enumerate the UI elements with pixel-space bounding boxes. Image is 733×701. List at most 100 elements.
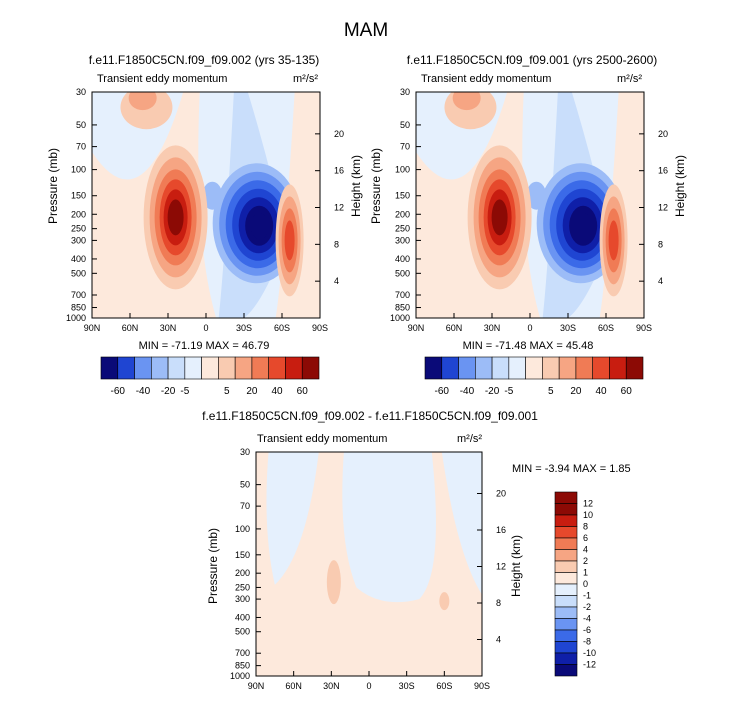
y-tick-label: 400 bbox=[235, 612, 250, 622]
colorbar-box bbox=[554, 491, 578, 504]
colorbar-box bbox=[625, 356, 644, 380]
x-tick-label: 90S bbox=[474, 681, 490, 691]
x-tick-label: 90S bbox=[636, 323, 652, 333]
x-tick-label: 0 bbox=[203, 323, 208, 333]
colorbar-box bbox=[554, 503, 578, 516]
colorbar-box bbox=[424, 356, 443, 380]
height-tick-label: 4 bbox=[496, 634, 501, 644]
colorbar-box bbox=[554, 526, 578, 539]
colorbar-label: 60 bbox=[297, 386, 309, 397]
colorbar-label: -60 bbox=[435, 386, 450, 397]
y-tick-label: 200 bbox=[235, 568, 250, 578]
panel-3-field-label: Transient eddy momentum bbox=[257, 433, 387, 445]
y-tick-label: 70 bbox=[76, 142, 86, 152]
colorbar-label: 2 bbox=[583, 556, 588, 566]
panel-3-min-max: MIN = -3.94 MAX = 1.85 bbox=[512, 463, 631, 475]
colorbar-label: -10 bbox=[583, 648, 596, 658]
y-tick-label: 300 bbox=[395, 235, 410, 245]
y-tick-label: 150 bbox=[71, 191, 86, 201]
colorbar-box bbox=[554, 572, 578, 585]
colorbar-label: -20 bbox=[161, 386, 176, 397]
panel-1-height-axis-label: Height (km) bbox=[349, 155, 363, 217]
x-tick-label: 30N bbox=[484, 323, 501, 333]
colorbar-box bbox=[558, 356, 577, 380]
x-tick-label: 90S bbox=[312, 323, 328, 333]
height-tick-label: 12 bbox=[334, 203, 344, 213]
panel-2-units: m²/s² bbox=[617, 73, 642, 85]
panel-2: f.e11.F1850C5CN.f09_f09.001 (yrs 2500-26… bbox=[369, 53, 687, 397]
y-tick-label: 300 bbox=[235, 594, 250, 604]
y-tick-label: 850 bbox=[71, 303, 86, 313]
x-tick-label: 90N bbox=[248, 681, 265, 691]
panel-1-field-label: Transient eddy momentum bbox=[97, 73, 227, 85]
colorbar-label: 40 bbox=[272, 386, 284, 397]
field-negative-core-level bbox=[250, 213, 269, 240]
panel-2-min-max: MIN = -71.48 MAX = 45.48 bbox=[463, 340, 594, 352]
colorbar-box bbox=[134, 356, 152, 380]
y-tick-label: 50 bbox=[76, 120, 86, 130]
panel-3-height-axis-label: Height (km) bbox=[509, 535, 523, 597]
y-tick-label: 200 bbox=[395, 209, 410, 219]
y-tick-label: 200 bbox=[71, 209, 86, 219]
height-tick-label: 16 bbox=[658, 166, 668, 176]
colorbar-box bbox=[554, 652, 578, 665]
colorbar-label: 5 bbox=[548, 386, 554, 397]
panel-1-title: f.e11.F1850C5CN.f09_f09.002 (yrs 35-135) bbox=[89, 53, 320, 67]
panel-2-height-axis-label: Height (km) bbox=[673, 155, 687, 217]
panel-1-y-axis-label: Pressure (mb) bbox=[46, 148, 60, 224]
y-tick-label: 250 bbox=[235, 582, 250, 592]
colorbar-box bbox=[554, 514, 578, 527]
panel-3-y-axis-label: Pressure (mb) bbox=[206, 528, 220, 604]
colorbar-box bbox=[268, 356, 286, 380]
height-tick-label: 8 bbox=[496, 598, 501, 608]
colorbar-box bbox=[525, 356, 543, 380]
y-tick-label: 100 bbox=[235, 524, 250, 534]
field-negative-tongue bbox=[202, 181, 223, 210]
field-negative-tongue bbox=[526, 181, 547, 210]
x-tick-label: 30S bbox=[399, 681, 415, 691]
x-tick-label: 30N bbox=[160, 323, 177, 333]
colorbar-box bbox=[554, 560, 578, 573]
colorbar-box bbox=[475, 356, 493, 380]
panel-1: f.e11.F1850C5CN.f09_f09.002 (yrs 35-135)… bbox=[46, 53, 363, 397]
y-tick-label: 400 bbox=[395, 254, 410, 264]
colorbar-label: 5 bbox=[224, 386, 230, 397]
x-tick-label: 0 bbox=[366, 681, 371, 691]
height-tick-label: 20 bbox=[658, 129, 668, 139]
y-tick-label: 700 bbox=[235, 648, 250, 658]
height-tick-label: 4 bbox=[334, 276, 339, 286]
height-tick-label: 16 bbox=[496, 525, 506, 535]
height-tick-label: 20 bbox=[334, 129, 344, 139]
panel-2-field-label: Transient eddy momentum bbox=[421, 73, 551, 85]
height-tick-label: 20 bbox=[496, 488, 506, 498]
field-south-core-level bbox=[608, 220, 619, 261]
colorbar-box bbox=[575, 356, 593, 380]
y-tick-label: 700 bbox=[71, 290, 86, 300]
panel-3-units: m²/s² bbox=[457, 433, 482, 445]
colorbar-label: -5 bbox=[180, 386, 189, 397]
colorbar-box bbox=[234, 356, 253, 380]
colorbar-label: 6 bbox=[583, 533, 588, 543]
height-tick-label: 16 bbox=[334, 166, 344, 176]
colorbar-label: 20 bbox=[570, 386, 582, 397]
field-negative-patch-center bbox=[342, 452, 436, 603]
colorbar-box bbox=[592, 356, 610, 380]
colorbar-box bbox=[458, 356, 476, 380]
x-tick-label: 30S bbox=[236, 323, 252, 333]
height-tick-label: 12 bbox=[496, 561, 506, 571]
colorbar-box bbox=[100, 356, 119, 380]
colorbar-label: 4 bbox=[583, 545, 588, 555]
y-tick-label: 50 bbox=[400, 120, 410, 130]
field-south-core-level bbox=[284, 220, 295, 261]
colorbar-box bbox=[167, 356, 186, 380]
colorbar-label: 60 bbox=[621, 386, 633, 397]
y-tick-label: 30 bbox=[400, 87, 410, 97]
x-tick-label: 90N bbox=[408, 323, 425, 333]
y-tick-label: 850 bbox=[235, 661, 250, 671]
y-tick-label: 1000 bbox=[230, 671, 250, 681]
x-tick-label: 0 bbox=[527, 323, 532, 333]
x-tick-label: 60S bbox=[598, 323, 614, 333]
panel-1-contour-plot: 305070100150200250300400500700850100090N… bbox=[66, 87, 344, 333]
